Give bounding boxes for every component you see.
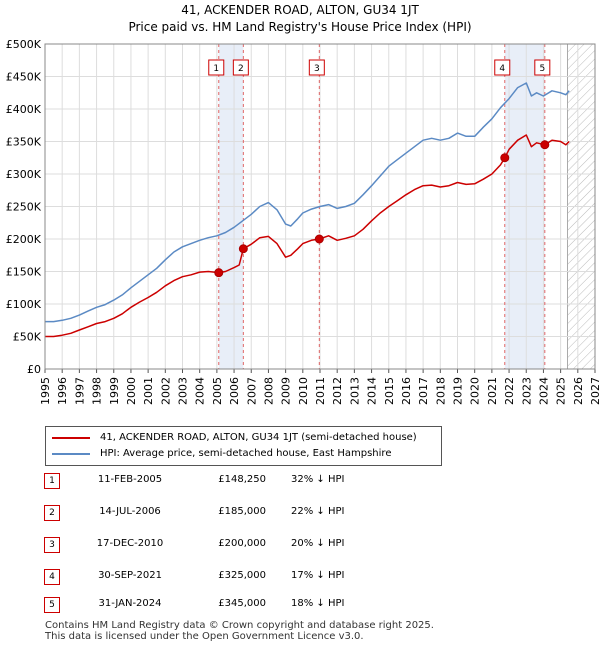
- sale-point: [500, 153, 510, 163]
- x-tick-label: 2001: [142, 377, 155, 405]
- sale-date: 11-FEB-2005: [97, 474, 163, 485]
- sale-number-badge: 1: [44, 473, 60, 489]
- x-tick-label: 2014: [366, 377, 379, 405]
- x-tick-label: 2000: [125, 377, 138, 405]
- table-row: 4 30-SEP-2021 £325,000 17% ↓ HPI: [44, 567, 444, 587]
- sale-number-box: [308, 59, 325, 76]
- y-tick-label: £500K: [6, 38, 42, 51]
- y-tick-label: £250K: [6, 201, 42, 214]
- hpi-series-line: [45, 82, 570, 323]
- y-tick-label: £100K: [6, 298, 42, 311]
- x-tick-label: 2022: [503, 377, 516, 405]
- y-tick-label: £200K: [6, 233, 42, 246]
- x-tick-label: 1996: [56, 377, 69, 405]
- legend-label-property: 41, ACKENDER ROAD, ALTON, GU34 1JT (semi…: [100, 432, 417, 443]
- sale-hpi-diff: 17% ↓ HPI: [291, 570, 345, 581]
- x-tick-label: 2013: [348, 377, 361, 405]
- table-row: 3 17-DEC-2010 £200,000 20% ↓ HPI: [44, 535, 444, 555]
- sale-price: £148,250: [218, 474, 266, 485]
- sale-number-badge: 3: [44, 537, 60, 553]
- table-row: 2 14-JUL-2006 £185,000 22% ↓ HPI: [44, 503, 444, 523]
- x-tick-label: 2019: [452, 377, 465, 405]
- y-tick-label: £450K: [6, 71, 42, 84]
- x-tick-label: 2017: [417, 377, 430, 405]
- table-row: 5 31-JAN-2024 £345,000 18% ↓ HPI: [44, 595, 444, 615]
- x-tick-label: 2016: [400, 377, 413, 405]
- chart-title-block: 41, ACKENDER ROAD, ALTON, GU34 1JT Price…: [0, 2, 600, 36]
- x-tick-label: 2008: [262, 377, 275, 405]
- sale-number-label: 4: [499, 64, 505, 74]
- x-tick-label: 2004: [194, 377, 207, 405]
- sale-point: [314, 234, 324, 244]
- x-tick-label: 2009: [280, 377, 293, 405]
- y-tick-label: £300K: [6, 168, 42, 181]
- sale-point: [214, 268, 224, 278]
- y-tick-label: £0: [27, 363, 41, 376]
- sale-price: £200,000: [218, 538, 266, 549]
- footer-copyright: Contains HM Land Registry data © Crown c…: [45, 620, 434, 631]
- sale-number-label: 5: [539, 64, 545, 74]
- legend-swatch-property: [52, 437, 90, 439]
- x-tick-label: 2027: [589, 377, 600, 405]
- sale-price: £325,000: [218, 570, 266, 581]
- sale-date: 31-JAN-2024: [98, 598, 162, 609]
- sale-number-box: [232, 59, 249, 76]
- sale-point: [540, 140, 550, 150]
- sale-number-badge: 2: [44, 505, 60, 521]
- plot-frame: [44, 43, 596, 370]
- sale-price: £345,000: [218, 598, 266, 609]
- x-tick-label: 1998: [91, 377, 104, 405]
- x-tick-label: 2018: [434, 377, 447, 405]
- sale-number-box: [494, 59, 511, 76]
- price-chart: £0 £50K £100K £150K £200K £250K £300K £350K £400…: [6, 38, 600, 405]
- y-tick-label: £400K: [6, 103, 42, 116]
- sale-point: [238, 244, 248, 254]
- sale-number-badge: 5: [44, 597, 60, 613]
- x-tick-label: 2006: [228, 377, 241, 405]
- sale-number-label: 2: [238, 64, 244, 74]
- sale-hpi-diff: 18% ↓ HPI: [291, 598, 345, 609]
- x-tick-label: 2026: [572, 377, 585, 405]
- x-tick-label: 2021: [486, 377, 499, 405]
- sale-price: £185,000: [218, 506, 266, 517]
- sale-hpi-diff: 32% ↓ HPI: [291, 474, 345, 485]
- sale-date: 30-SEP-2021: [98, 570, 162, 581]
- sale-date: 14-JUL-2006: [99, 506, 161, 517]
- sale-date: 17-DEC-2010: [96, 538, 164, 549]
- property-series-line: [45, 134, 570, 338]
- sale-number-box: [208, 59, 225, 76]
- sale-hpi-diff: 20% ↓ HPI: [291, 538, 345, 549]
- y-tick-label: £350K: [6, 136, 42, 149]
- x-tick-label: 2007: [245, 377, 258, 405]
- footer: Contains HM Land Registry data © Crown c…: [45, 620, 434, 642]
- x-tick-label: 2003: [177, 377, 190, 405]
- chart-title: 41, ACKENDER ROAD, ALTON, GU34 1JT: [181, 3, 419, 17]
- chart-legend: 41, ACKENDER ROAD, ALTON, GU34 1JT (semi…: [45, 426, 442, 466]
- x-tick-label: 2025: [555, 377, 568, 405]
- x-tick-label: 1997: [73, 377, 86, 405]
- x-tick-label: 2010: [297, 377, 310, 405]
- x-tick-label: 2024: [537, 377, 550, 405]
- x-tick-label: 2002: [159, 377, 172, 405]
- sale-number-badge: 4: [44, 569, 60, 585]
- footer-licence: This data is licensed under the Open Gov…: [45, 631, 364, 642]
- x-tick-label: 1995: [39, 377, 52, 405]
- sale-hpi-diff: 22% ↓ HPI: [291, 506, 345, 517]
- y-tick-label: £50K: [13, 331, 42, 344]
- y-tick-label: £150K: [6, 266, 42, 279]
- x-tick-label: 2011: [314, 377, 327, 405]
- x-tick-label: 2005: [211, 377, 224, 405]
- chart-subtitle: Price paid vs. HM Land Registry's House …: [128, 20, 472, 34]
- x-tick-label: 2015: [383, 377, 396, 405]
- x-tick-label: 2012: [331, 377, 344, 405]
- x-tick-label: 1999: [108, 377, 121, 405]
- legend-swatch-hpi: [52, 453, 90, 455]
- x-tick-label: 2023: [520, 377, 533, 405]
- x-tick-label: 2020: [469, 377, 482, 405]
- legend-label-hpi: HPI: Average price, semi-detached house,…: [100, 448, 392, 459]
- table-row: 1 11-FEB-2005 £148,250 32% ↓ HPI: [44, 471, 444, 491]
- sale-number-label: 1: [213, 64, 219, 74]
- sale-number-label: 3: [314, 64, 320, 74]
- sale-number-box: [534, 59, 551, 76]
